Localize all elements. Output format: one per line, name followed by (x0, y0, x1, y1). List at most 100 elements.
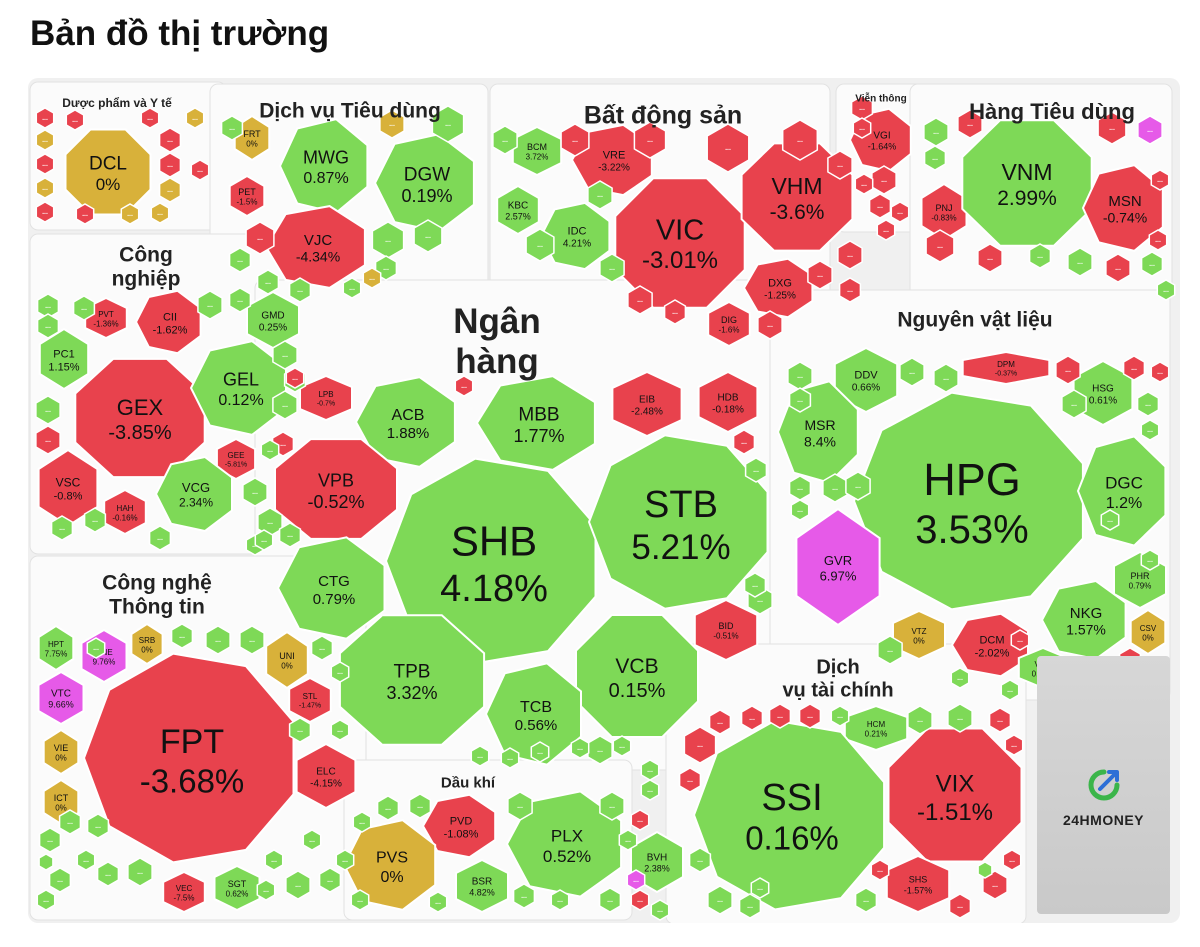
minor-stock-cell[interactable]: ... (830, 705, 850, 727)
stock-cell-eib[interactable]: EIB-2.48% (611, 370, 683, 438)
minor-stock-cell[interactable]: ... (854, 173, 874, 195)
minor-stock-cell[interactable]: ... (598, 887, 622, 913)
minor-stock-cell[interactable]: ... (988, 707, 1012, 733)
minor-stock-cell[interactable]: ... (678, 767, 702, 793)
minor-stock-cell[interactable]: ... (1148, 229, 1168, 251)
minor-stock-cell[interactable]: ... (633, 121, 667, 159)
minor-stock-cell[interactable]: ... (1010, 629, 1030, 651)
stock-cell-hah[interactable]: HAH-0.16% (103, 488, 147, 536)
minor-stock-cell[interactable]: ... (630, 809, 650, 831)
minor-stock-cell[interactable]: ... (285, 870, 311, 900)
minor-stock-cell[interactable]: ... (750, 877, 770, 899)
minor-stock-cell[interactable]: ... (650, 899, 670, 921)
minor-stock-cell[interactable]: ... (158, 152, 182, 178)
minor-stock-cell[interactable]: ... (264, 849, 284, 871)
minor-stock-cell[interactable]: ... (618, 829, 638, 851)
minor-stock-cell[interactable]: ... (877, 635, 903, 665)
minor-stock-cell[interactable]: ... (35, 129, 55, 151)
minor-stock-cell[interactable]: ... (272, 390, 298, 420)
minor-stock-cell[interactable]: ... (1067, 247, 1093, 277)
minor-stock-cell[interactable]: ... (507, 791, 533, 821)
minor-stock-cell[interactable]: ... (352, 811, 372, 833)
minor-stock-cell[interactable]: ... (256, 879, 276, 901)
minor-stock-cell[interactable]: ... (1150, 169, 1170, 191)
stock-cell-fpt[interactable]: FPT-3.68% (82, 652, 295, 864)
minor-stock-cell[interactable]: ... (48, 867, 72, 893)
minor-stock-cell[interactable]: ... (35, 153, 55, 175)
stock-cell-vec[interactable]: VEC-7.5% (162, 870, 206, 914)
minor-stock-cell[interactable]: ... (362, 267, 382, 289)
minor-stock-cell[interactable]: ... (96, 861, 120, 887)
minor-stock-cell[interactable]: ... (197, 290, 223, 320)
minor-stock-cell[interactable]: ... (1100, 509, 1120, 531)
minor-stock-cell[interactable]: ... (1136, 391, 1160, 417)
minor-stock-cell[interactable]: ... (798, 703, 822, 729)
stock-cell-gel[interactable]: GEL 0.12% (189, 340, 287, 436)
minor-stock-cell[interactable]: ... (36, 889, 56, 911)
minor-stock-cell[interactable]: ... (470, 745, 490, 767)
minor-stock-cell[interactable]: ... (158, 177, 182, 203)
minor-stock-cell[interactable]: ... (868, 193, 892, 219)
minor-stock-cell[interactable]: ... (977, 243, 1003, 273)
minor-stock-cell[interactable]: ... (640, 779, 660, 801)
minor-stock-cell[interactable]: ... (948, 893, 972, 919)
minor-stock-cell[interactable]: ... (36, 313, 60, 339)
minor-stock-cell[interactable]: ... (530, 741, 550, 763)
minor-stock-cell[interactable]: ... (822, 473, 848, 503)
stock-cell-vjc[interactable]: VJC-4.34% (264, 205, 366, 289)
minor-stock-cell[interactable]: ... (807, 260, 833, 290)
stock-cell-pvd[interactable]: PVD -1.08% (421, 793, 497, 859)
minor-stock-cell[interactable]: ... (50, 515, 74, 541)
minor-stock-cell[interactable]: ... (768, 703, 792, 729)
minor-stock-cell[interactable]: ... (35, 177, 55, 199)
minor-stock-cell[interactable]: ... (148, 525, 172, 551)
stock-cell-vix[interactable]: VIX-1.51% (887, 727, 1023, 863)
minor-stock-cell[interactable]: ... (127, 857, 153, 887)
minor-stock-cell[interactable]: ... (239, 625, 265, 655)
minor-stock-cell[interactable]: ... (38, 827, 62, 853)
minor-stock-cell[interactable]: ... (732, 429, 756, 455)
minor-stock-cell[interactable]: ... (1140, 251, 1164, 277)
minor-stock-cell[interactable]: ... (379, 109, 405, 139)
minor-stock-cell[interactable]: ... (708, 709, 732, 735)
minor-stock-cell[interactable]: ... (950, 667, 970, 689)
minor-stock-cell[interactable]: ... (1055, 355, 1081, 385)
minor-stock-cell[interactable]: ... (923, 117, 949, 147)
minor-stock-cell[interactable]: ... (1105, 253, 1131, 283)
minor-stock-cell[interactable]: ... (1002, 849, 1022, 871)
minor-stock-cell[interactable]: ... (120, 203, 140, 225)
minor-stock-cell[interactable]: ... (35, 395, 61, 425)
minor-stock-cell[interactable]: ... (376, 795, 400, 821)
minor-stock-cell[interactable] (977, 861, 993, 879)
minor-stock-cell[interactable]: ... (599, 253, 625, 283)
minor-stock-cell[interactable]: ... (738, 893, 762, 919)
minor-stock-cell[interactable]: ... (560, 123, 590, 157)
minor-stock-cell[interactable]: ... (599, 791, 625, 821)
minor-stock-cell[interactable] (38, 853, 54, 871)
minor-stock-cell[interactable]: ... (1061, 389, 1087, 419)
minor-stock-cell[interactable]: ... (1140, 549, 1160, 571)
minor-stock-cell[interactable]: ... (302, 829, 322, 851)
minor-stock-cell[interactable]: ... (587, 180, 613, 210)
minor-stock-cell[interactable]: ... (65, 109, 85, 131)
minor-stock-cell[interactable]: ... (683, 726, 717, 764)
minor-stock-cell[interactable]: ... (272, 340, 298, 370)
minor-stock-cell[interactable]: ... (256, 269, 280, 295)
minor-stock-cell[interactable]: ... (342, 277, 362, 299)
minor-stock-cell[interactable]: ... (140, 107, 160, 129)
minor-stock-cell[interactable]: ... (1137, 115, 1163, 145)
minor-stock-cell[interactable]: ... (740, 705, 764, 731)
stock-cell-vsc[interactable]: VSC -0.8% (37, 448, 99, 528)
minor-stock-cell[interactable]: ... (587, 735, 613, 765)
minor-stock-cell[interactable]: ... (330, 719, 350, 741)
minor-stock-cell[interactable]: ... (35, 201, 55, 223)
